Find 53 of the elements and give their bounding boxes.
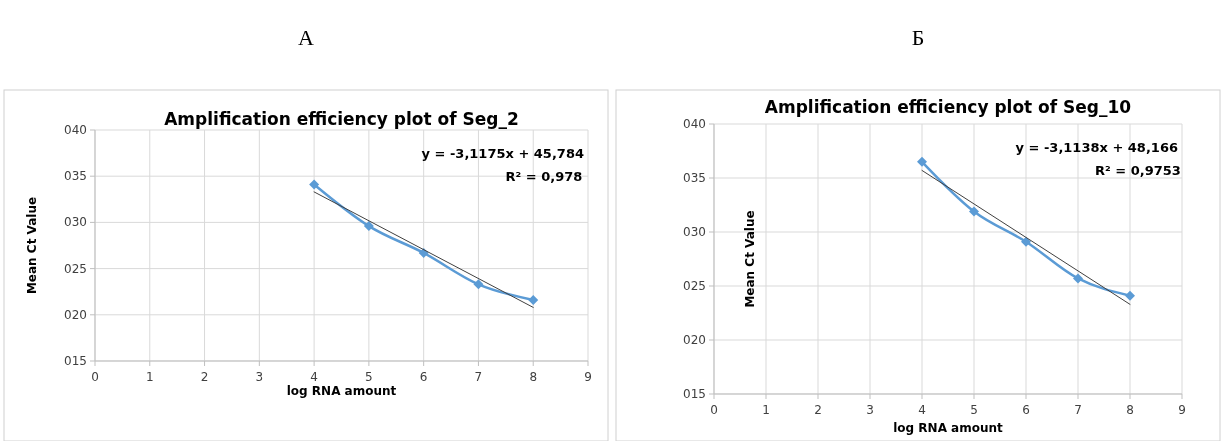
text: Б bbox=[911, 25, 925, 50]
point bbox=[309, 179, 320, 190]
y-tick-label: 020 bbox=[683, 333, 706, 347]
annotation: y = -3,1138x + 48,166 bbox=[1015, 140, 1178, 155]
x-tick-label: 3 bbox=[866, 403, 874, 417]
annotation: R² = 0,9753 bbox=[1095, 163, 1181, 178]
x-tick-label: 3 bbox=[255, 370, 264, 384]
point bbox=[969, 206, 979, 217]
x-tick-label: 5 bbox=[970, 403, 978, 417]
y-tick-label: 015 bbox=[64, 354, 87, 368]
y-tick-label: 015 bbox=[683, 387, 706, 401]
y-axis-title: Mean Ct Value bbox=[743, 210, 757, 308]
x-tick-label: 2 bbox=[200, 370, 209, 384]
x-tick-label: 6 bbox=[1022, 403, 1030, 417]
annotation: R² = 0,978 bbox=[505, 169, 583, 184]
y-tick-label: 030 bbox=[683, 225, 706, 239]
text: А bbox=[298, 25, 315, 50]
point bbox=[917, 156, 927, 167]
point bbox=[473, 279, 484, 290]
x-tick-label: 0 bbox=[710, 403, 718, 417]
chart-title: Amplification efficiency plot of Seg_2 bbox=[164, 109, 519, 129]
x-tick-label: 1 bbox=[145, 370, 154, 384]
x-tick-label: 4 bbox=[918, 403, 926, 417]
x-tick-label: 1 bbox=[762, 403, 770, 417]
x-tick-label: 2 bbox=[814, 403, 822, 417]
x-tick-label: 6 bbox=[419, 370, 428, 384]
point bbox=[1073, 273, 1083, 284]
x-tick-label: 4 bbox=[310, 370, 318, 384]
x-tick-label: 8 bbox=[529, 370, 538, 384]
y-tick-label: 030 bbox=[64, 215, 87, 230]
annotation: y = -3,1175x + 45,784 bbox=[421, 146, 584, 161]
x-axis-title: log RNA amount bbox=[286, 384, 397, 398]
x-tick-label: 7 bbox=[1074, 403, 1082, 417]
x-tick-label: 8 bbox=[1126, 403, 1134, 417]
x-tick-label: 5 bbox=[365, 370, 373, 384]
point bbox=[1125, 290, 1135, 301]
y-tick-label: 025 bbox=[64, 261, 87, 276]
y-tick-label: 035 bbox=[683, 171, 706, 185]
point bbox=[363, 221, 374, 232]
x-axis-title: log RNA amount bbox=[893, 421, 1004, 435]
y-tick-label: 025 bbox=[683, 279, 706, 293]
x-tick-label: 9 bbox=[584, 370, 592, 384]
x-tick-label: 0 bbox=[91, 370, 99, 384]
point bbox=[1021, 236, 1031, 247]
x-tick-label: 7 bbox=[474, 370, 483, 384]
y-tick-label: 040 bbox=[64, 123, 87, 137]
y-tick-label: 035 bbox=[64, 169, 87, 184]
x-tick-label: 9 bbox=[1178, 403, 1186, 417]
y-tick-label: 040 bbox=[683, 117, 706, 131]
chart-title: Amplification efficiency plot of Seg_10 bbox=[764, 97, 1132, 117]
point bbox=[528, 295, 539, 306]
y-tick-label: 020 bbox=[64, 307, 87, 322]
y-axis-title: Mean Ct Value bbox=[25, 196, 39, 295]
